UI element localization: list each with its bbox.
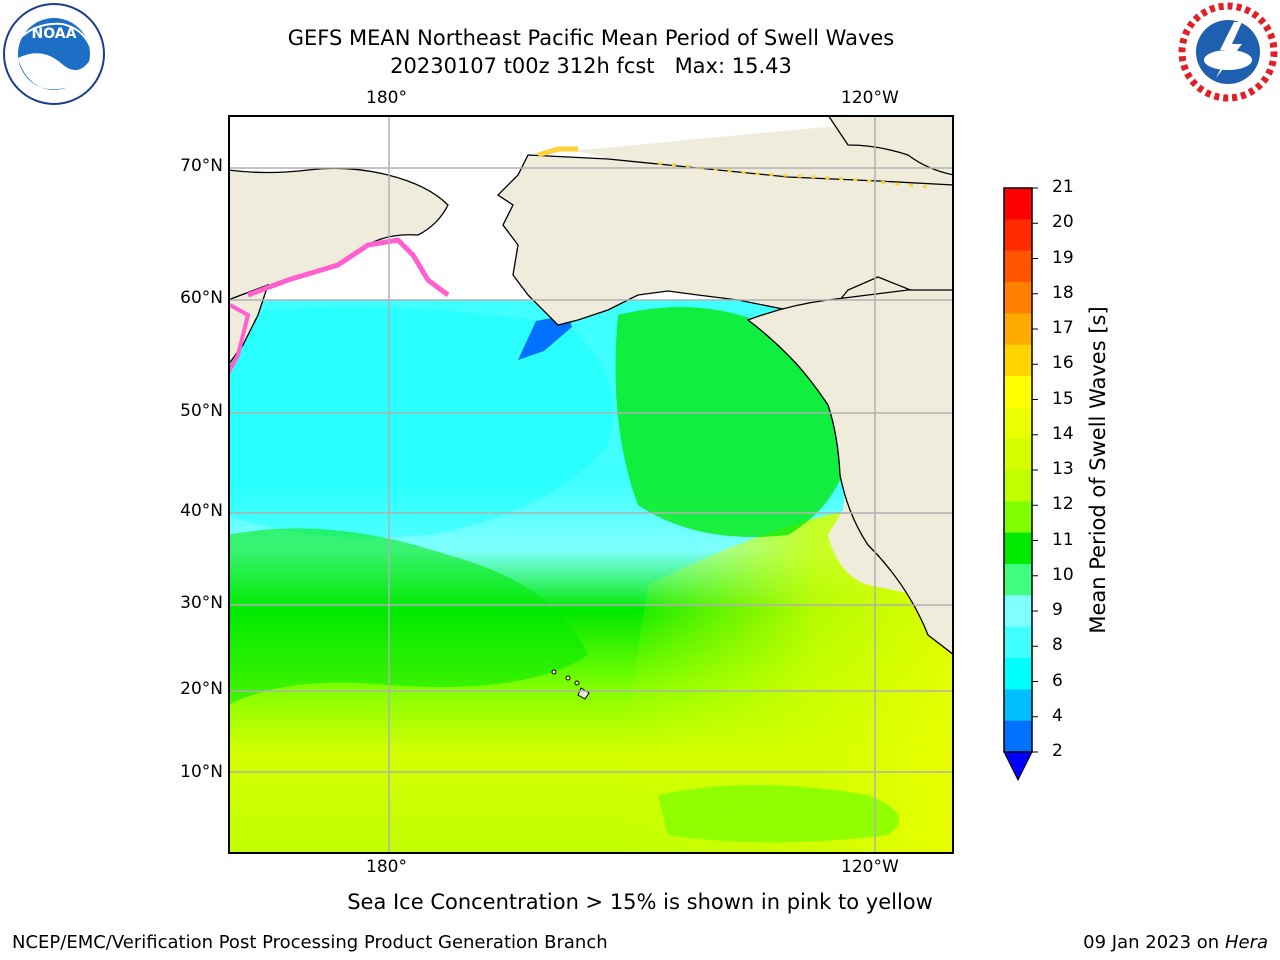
colorbar-segment <box>1004 313 1032 346</box>
swell-region-cyan <box>228 307 613 538</box>
lat-label-30n: 30°N <box>180 593 223 613</box>
colorbar-tick-label: 21 <box>1052 177 1074 197</box>
colorbar-segment <box>1004 250 1032 283</box>
colorbar-tick-label: 12 <box>1052 494 1074 515</box>
colorbar-tick-label: 6 <box>1052 670 1063 691</box>
colorbar-segment <box>1004 376 1032 408</box>
lon-label-top-120w: 120°W <box>841 88 899 108</box>
colorbar-segment <box>1004 219 1032 252</box>
colorbar-tick-label: 18 <box>1052 282 1074 303</box>
colorbar-tick-label: 8 <box>1052 635 1063 656</box>
lat-label-40n: 40°N <box>180 501 223 521</box>
colorbar-segment <box>1004 407 1032 440</box>
land-arctic-islands <box>827 115 954 176</box>
noaa-logo: NOAA <box>3 3 105 105</box>
sea-ice-edge-chukchi <box>537 146 578 158</box>
lon-label-bottom-120w: 120°W <box>841 857 899 877</box>
land-alaska-mainland <box>496 154 954 326</box>
land-siberia <box>228 167 449 301</box>
chart-subtitle: 20230107 t00z 312h fcst Max: 15.43 <box>390 54 792 78</box>
lat-label-50n: 50°N <box>180 401 223 421</box>
noaa-logo-text: NOAA <box>32 26 77 42</box>
colorbar-tick-label: 2 <box>1052 741 1063 761</box>
sea-ice-edge-bering <box>247 237 450 298</box>
lon-label-top-180: 180° <box>366 88 407 108</box>
colorbar-segment <box>1004 595 1032 628</box>
colorbar-segment <box>1004 564 1032 596</box>
colorbar-tick-label: 4 <box>1052 705 1063 726</box>
colorbar-tick-label: 17 <box>1052 318 1074 338</box>
colorbar-segment <box>1004 501 1032 534</box>
colorbar-segment <box>1004 188 1032 220</box>
sea-ice-edge-kamchatka <box>228 303 251 374</box>
map-frame <box>228 115 954 854</box>
lat-label-10n: 10°N <box>180 762 223 782</box>
sea-ice-note: Sea Ice Concentration > 15% is shown in … <box>347 890 933 914</box>
land-alaska <box>528 115 954 655</box>
colorbar-tick-label: 11 <box>1052 529 1074 550</box>
colorbar-segment <box>1004 282 1032 314</box>
swell-region-southeast <box>658 785 900 843</box>
colorbar-segment <box>1004 438 1032 471</box>
footer-producer: NCEP/EMC/Verification Post Processing Pr… <box>12 932 608 953</box>
chart-title: GEFS MEAN Northeast Pacific Mean Period … <box>287 26 895 50</box>
lat-label-70n: 70°N <box>180 156 223 176</box>
nws-logo <box>1178 2 1278 102</box>
colorbar-tick-label: 19 <box>1052 247 1074 268</box>
colorbar-tick-label: 9 <box>1052 600 1063 620</box>
colorbar-tick-label: 10 <box>1052 564 1074 585</box>
footer-host: Hera <box>1224 932 1268 953</box>
swell-region-subtropical <box>228 528 588 705</box>
lon-label-bottom-180: 180° <box>366 857 407 877</box>
lat-label-60n: 60°N <box>180 288 223 308</box>
colorbar-segment <box>1004 344 1032 377</box>
footer-date: 09 Jan 2023 on Hera <box>1083 932 1268 953</box>
colorbar-segment <box>1004 720 1032 753</box>
colorbar-tick-label: 16 <box>1052 353 1074 374</box>
colorbar-tick-label: 20 <box>1052 212 1074 233</box>
lat-label-20n: 20°N <box>180 679 223 699</box>
colorbar-tick-label: 13 <box>1052 459 1074 479</box>
colorbar-segment <box>1004 626 1032 659</box>
colorbar-tick-label: 15 <box>1052 388 1074 409</box>
colorbar-label: Mean Period of Swell Waves [s] <box>1086 306 1110 634</box>
colorbar-segment <box>1004 470 1032 502</box>
swell-region-coastal-green <box>615 307 848 537</box>
map-panel <box>228 115 954 854</box>
colorbar-segment <box>1004 532 1032 565</box>
swell-region-low-period <box>518 315 572 360</box>
colorbar-extend-triangle <box>1003 751 1033 782</box>
footer-date-text: 09 Jan 2023 on <box>1083 932 1225 953</box>
colorbar-tick-label: 14 <box>1052 423 1074 444</box>
map-gridlines <box>228 115 954 854</box>
colorbar-segment <box>1004 689 1032 722</box>
colorbar-frame <box>1003 187 1033 753</box>
colorbar <box>1003 187 1038 782</box>
colorbar-segment <box>1004 658 1032 690</box>
